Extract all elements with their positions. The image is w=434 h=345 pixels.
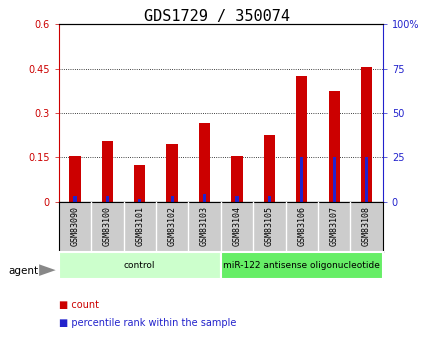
Bar bbox=[296, 76, 307, 202]
Bar bbox=[328, 91, 339, 202]
Text: ■ count: ■ count bbox=[59, 300, 99, 310]
Text: GSM83105: GSM83105 bbox=[264, 206, 273, 246]
Bar bbox=[59, 252, 220, 279]
Text: GSM83103: GSM83103 bbox=[200, 206, 209, 246]
Bar bbox=[69, 156, 80, 202]
Text: control: control bbox=[124, 261, 155, 270]
Bar bbox=[364, 157, 367, 202]
Text: GSM83108: GSM83108 bbox=[361, 206, 370, 246]
Text: GSM83101: GSM83101 bbox=[135, 206, 144, 246]
Text: GSM83090: GSM83090 bbox=[70, 206, 79, 246]
Bar bbox=[102, 141, 113, 202]
Bar bbox=[134, 165, 145, 202]
Text: GDS1729 / 350074: GDS1729 / 350074 bbox=[144, 9, 290, 23]
Bar bbox=[105, 196, 108, 202]
Bar bbox=[220, 252, 382, 279]
Text: ■ percentile rank within the sample: ■ percentile rank within the sample bbox=[59, 318, 236, 328]
Text: GSM83106: GSM83106 bbox=[296, 206, 306, 246]
Bar bbox=[198, 124, 210, 202]
Bar bbox=[138, 199, 141, 202]
Polygon shape bbox=[39, 264, 56, 276]
Text: miR-122 antisense oligonucleotide: miR-122 antisense oligonucleotide bbox=[223, 261, 379, 270]
Bar bbox=[170, 197, 173, 202]
Bar bbox=[263, 135, 274, 202]
Bar bbox=[166, 144, 178, 202]
Bar bbox=[235, 196, 238, 202]
Bar bbox=[332, 157, 335, 202]
Bar bbox=[299, 157, 302, 202]
Bar bbox=[231, 156, 242, 202]
Bar bbox=[360, 67, 372, 202]
Bar bbox=[203, 194, 206, 202]
Text: GSM83104: GSM83104 bbox=[232, 206, 241, 246]
Text: GSM83100: GSM83100 bbox=[102, 206, 112, 246]
Text: agent: agent bbox=[9, 266, 39, 276]
Bar bbox=[73, 196, 76, 202]
Bar bbox=[267, 196, 270, 202]
Text: GSM83107: GSM83107 bbox=[329, 206, 338, 246]
Text: GSM83102: GSM83102 bbox=[167, 206, 176, 246]
